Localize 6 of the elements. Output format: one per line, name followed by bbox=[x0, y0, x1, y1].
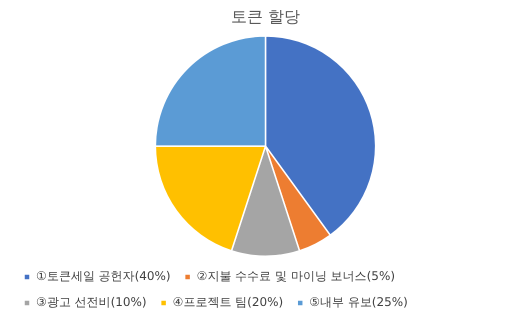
chart-title: 토큰 할당 bbox=[230, 6, 300, 26]
legend-label: ⑤내부 유보(25%) bbox=[309, 295, 408, 310]
legend-label: ①토큰세일 공헌자(40%) bbox=[36, 269, 171, 284]
legend-label: ④프로젝트 팀(20%) bbox=[172, 295, 284, 310]
legend-label: ②지불 수수료 및 마이닝 보너스(5%) bbox=[196, 269, 396, 284]
legend-label: ③광고 선전비(10%) bbox=[36, 295, 147, 310]
